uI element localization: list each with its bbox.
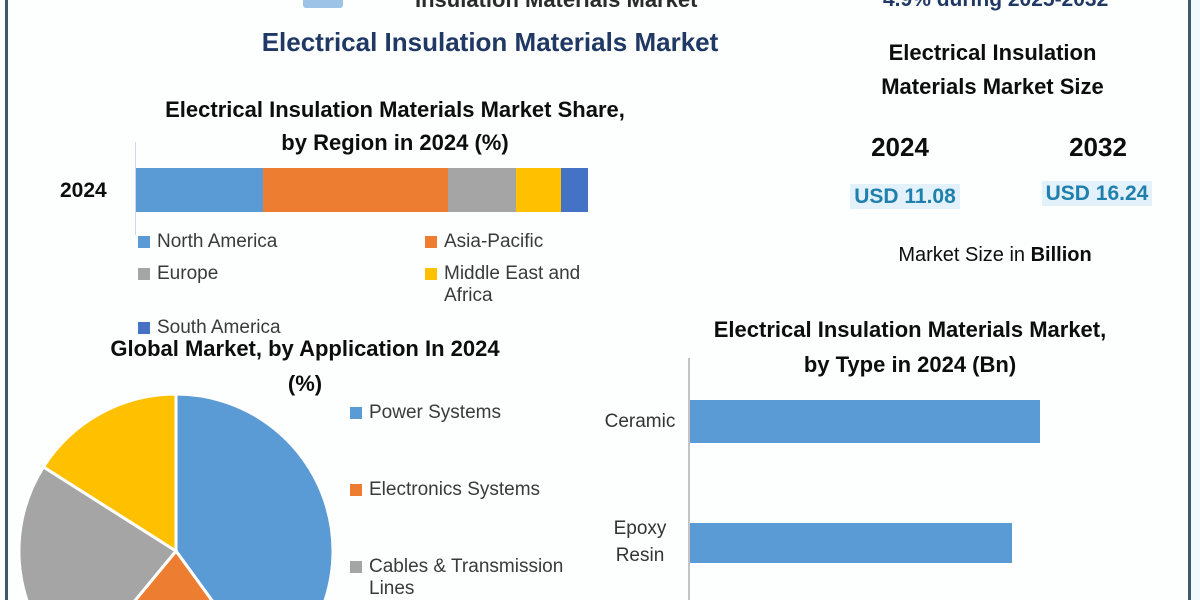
- legend-label: Power Systems: [369, 402, 501, 423]
- pie-slice-power-systems: [174, 392, 335, 600]
- type-label-epoxy-resin: Epoxy Resin: [613, 518, 667, 566]
- legend-item-asia-pacific: Asia-Pacific: [425, 231, 618, 253]
- logo-fragment: [303, 0, 343, 8]
- legend-item-middle-east-and-africa: Middle East and Africa: [425, 263, 618, 307]
- page-border-left: [5, 0, 8, 600]
- clipped-cagr-text: 4.9% during 2025-2032: [883, 0, 1108, 12]
- legend-label: Middle East and Africa: [444, 263, 581, 306]
- legend-label: South America: [157, 317, 281, 338]
- type-bar-epoxy-resin: [690, 523, 1012, 563]
- legend-item-south-america: South America: [138, 317, 425, 339]
- legend-swatch: [350, 484, 362, 496]
- page-edge-strip-right: [1191, 0, 1200, 600]
- legend-label: Asia-Pacific: [444, 231, 544, 252]
- pie-chart-title: Global Market, by Application In 2024 (%…: [55, 331, 555, 401]
- legend-label: North America: [157, 231, 278, 252]
- legend-label: Cables & Transmission Lines: [369, 556, 564, 599]
- pie-slice-cables-transmission-lines: [17, 464, 179, 600]
- pie-slice-unlabeled: [41, 392, 178, 554]
- legend-item-electronics-systems: Electronics Systems: [350, 479, 600, 501]
- pie-slice-electronics-systems: [133, 548, 214, 600]
- legend-item-north-america: North America: [138, 231, 425, 253]
- pie-legend: Power Systems Electronics Systems Cables &…: [350, 402, 600, 600]
- pie-chart-title-line2: (%): [287, 371, 323, 396]
- region-segment-asia-pacific: [262, 168, 448, 212]
- type-chart-title-line2: by Type in 2024 (Bn): [803, 352, 1017, 377]
- type-chart-title-line1: Electrical Insulation Materials Market,: [713, 317, 1107, 342]
- region-chart-title: Electrical Insulation Materials Market S…: [110, 93, 680, 159]
- legend-item-cables-transmission-lines: Cables & Transmission Lines: [350, 556, 600, 600]
- type-bar-ceramic: [690, 400, 1040, 443]
- market-size-footnote: Market Size in Billion: [898, 244, 1092, 266]
- legend-swatch: [350, 561, 362, 573]
- legend-item-europe: Europe: [138, 263, 425, 307]
- region-stacked-bar: [136, 168, 588, 212]
- legend-swatch: [138, 322, 150, 334]
- region-axis-label: 2024: [60, 179, 107, 202]
- market-size-year-2032: 2032: [1069, 132, 1127, 162]
- type-chart-axis: [688, 358, 690, 600]
- page-title: Electrical Insulation Materials Market: [261, 27, 719, 57]
- type-label-ceramic: Ceramic: [604, 411, 676, 432]
- application-pie-chart: [17, 392, 335, 600]
- page-border-right: [1188, 0, 1191, 600]
- region-legend: North America Asia-Pacific Europe Middle Ea…: [138, 231, 618, 339]
- region-segment-middle-east-and-africa: [515, 168, 561, 212]
- legend-swatch: [138, 268, 150, 280]
- market-size-value-2024: USD 11.08: [840, 184, 970, 209]
- legend-label: Electronics Systems: [369, 479, 541, 500]
- legend-label: Europe: [157, 263, 219, 284]
- legend-swatch: [138, 236, 150, 248]
- legend-swatch: [425, 236, 437, 248]
- market-size-title-line2: Materials Market Size: [881, 74, 1104, 99]
- legend-swatch: [350, 407, 362, 419]
- region-chart-title-line1: Electrical Insulation Materials Market S…: [165, 97, 625, 122]
- region-segment-north-america: [136, 168, 263, 212]
- pie-chart-title-line1: Global Market, by Application In 2024: [110, 336, 500, 361]
- market-size-title-line1: Electrical Insulation: [888, 40, 1097, 65]
- market-size-panel-title: Electrical Insulation Materials Market S…: [845, 36, 1140, 104]
- region-chart-axis: [135, 142, 136, 235]
- type-chart-title: Electrical Insulation Materials Market, …: [645, 312, 1175, 382]
- clipped-header-text: Insulation Materials Market: [415, 0, 697, 13]
- region-segment-europe: [447, 168, 516, 212]
- market-size-year-2024: 2024: [871, 132, 929, 162]
- legend-swatch: [425, 268, 437, 280]
- region-segment-south-america: [560, 168, 588, 212]
- market-size-value-2032: USD 16.24: [1032, 181, 1162, 206]
- legend-item-power-systems: Power Systems: [350, 402, 600, 424]
- region-chart-title-line2: by Region in 2024 (%): [281, 130, 509, 155]
